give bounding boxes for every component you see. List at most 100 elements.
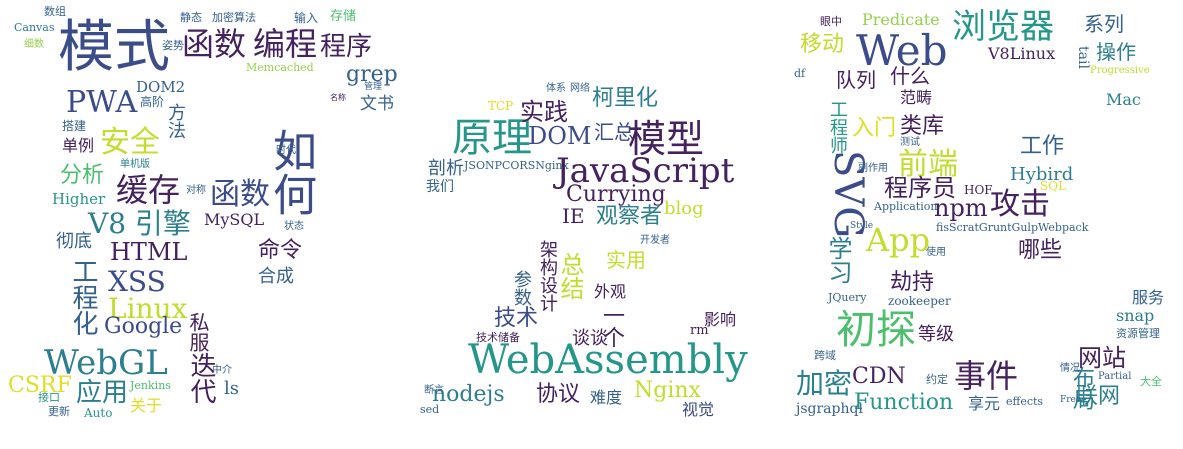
word-cloud-word: Style <box>850 221 874 231</box>
word-cloud-word: 大全 <box>1140 375 1162 388</box>
word-cloud-word: 实践 <box>520 98 568 126</box>
word-cloud-word: XSS <box>108 265 166 298</box>
word-cloud-word: 影响 <box>704 310 737 329</box>
word-cloud-word: 彻底 <box>56 231 92 252</box>
word-cloud-word: Progressive <box>1090 65 1150 76</box>
word-cloud-word: DOM2 <box>136 78 186 96</box>
word-cloud-word: JavaScript <box>556 151 735 191</box>
word-cloud-word: 剖析 <box>428 158 464 179</box>
word-cloud-word: 断言 <box>424 385 444 396</box>
word-cloud-word: 单例 <box>62 136 95 155</box>
word-cloud-word: 浏览器 <box>952 7 1054 47</box>
word-cloud-word: 网络 <box>570 83 590 94</box>
word-cloud-word: V8 引擎 <box>88 207 191 240</box>
word-cloud-word: fisScratGruntGulpWebpack <box>936 221 1089 234</box>
word-cloud-word: 实用 <box>606 248 646 272</box>
word-cloud-word: 柯里化 <box>592 86 659 111</box>
word-cloud-word: tail <box>1075 46 1091 69</box>
word-cloud-word: 应用 <box>76 378 129 408</box>
word-cloud-word: jsgraphql <box>796 401 863 417</box>
word-cloud-word: 管理 <box>364 82 383 92</box>
word-cloud-word: 操作 <box>1096 40 1136 64</box>
word-cloud-word: IE <box>562 204 585 228</box>
word-cloud-word: npm <box>934 194 988 222</box>
word-cloud-word: 视觉 <box>682 400 715 419</box>
word-cloud-word: 中介 <box>212 365 232 376</box>
word-cloud-word: 原理 <box>452 115 532 161</box>
word-cloud-word: Application <box>874 200 938 213</box>
word-cloud-word: 联网 <box>1076 384 1121 409</box>
word-cloud-word: V8Linux <box>988 44 1056 63</box>
word-cloud-word: 迭代 <box>186 352 216 404</box>
word-cloud-word: 劫持 <box>890 270 935 295</box>
word-cloud-word: DOM <box>528 122 592 150</box>
word-cloud-word: TCP <box>488 99 514 113</box>
word-cloud-word: 姿势 <box>162 39 184 52</box>
word-cloud-word: HOF <box>964 183 993 197</box>
word-cloud-word: 一个 <box>599 304 624 348</box>
word-cloud-word: 系列 <box>1084 12 1124 36</box>
word-cloud-word: Function <box>854 390 954 415</box>
word-cloud-word: 静态 <box>180 11 202 24</box>
word-cloud-word: 约定 <box>926 373 948 386</box>
word-cloud-word: 合成 <box>258 266 294 287</box>
word-cloud-word: 队列 <box>836 68 876 92</box>
word-cloud-word: Predicate <box>862 10 940 29</box>
word-cloud-word: 网站 <box>1078 344 1126 372</box>
word-cloud-word: 关于 <box>130 396 163 415</box>
word-cloud-word: 测试 <box>900 137 920 148</box>
word-cloud-word: 难度 <box>590 388 623 407</box>
word-cloud-word: 文书 <box>360 94 394 114</box>
word-cloud-word: 加密 <box>796 367 853 400</box>
word-cloud-word: 谈谈 <box>572 328 608 349</box>
word-cloud-word: 安全 <box>100 125 160 160</box>
word-cloud-word: Mac <box>1106 90 1141 109</box>
word-cloud-word: snap <box>1116 306 1155 325</box>
word-cloud-word: Linux <box>108 292 188 325</box>
word-cloud-word: 前端 <box>898 147 958 182</box>
word-cloud-word: 范畴 <box>900 88 933 107</box>
word-cloud-word: SQL <box>1040 179 1067 193</box>
word-cloud-word: 函数 <box>210 177 270 212</box>
word-cloud-word: 对称 <box>186 185 206 196</box>
word-cloud-word: 参数 <box>511 270 532 306</box>
word-cloud-word: 汇总 <box>594 120 634 144</box>
word-cloud-word: 技术储备 <box>476 331 520 344</box>
word-cloud-word: Currying <box>566 182 666 207</box>
word-cloud-word: 命令 <box>258 238 303 263</box>
word-cloud-word: 学习 <box>824 236 852 284</box>
word-cloud-word: Higher <box>52 190 106 208</box>
word-cloud-word: 名称 <box>330 93 346 102</box>
word-cloud-word: 类库 <box>900 114 945 139</box>
word-cloud-word: 眼中 <box>820 15 842 28</box>
word-cloud-word: 搭建 <box>62 119 87 133</box>
word-cloud-word: 输入 <box>294 11 319 25</box>
word-cloud-word: Partial <box>1098 371 1132 382</box>
word-cloud-word: JSONPCORSNginx <box>464 159 569 172</box>
word-cloud-word: 架构设计 <box>537 240 558 312</box>
word-cloud-word: 私服 <box>186 312 210 352</box>
word-cloud-word: zookeeper <box>888 294 951 308</box>
word-cloud-word: 函数 <box>182 25 247 63</box>
word-cloud-word: 技术 <box>494 306 539 331</box>
word-cloud-word: nodejs <box>432 382 505 407</box>
word-cloud-word: 程序 <box>320 32 373 62</box>
word-cloud-word: 我们 <box>426 179 454 195</box>
word-cloud-word: JQuery <box>828 291 867 304</box>
word-cloud-word: 加密算法 <box>212 11 256 24</box>
word-cloud-word: 哪些 <box>1018 238 1063 263</box>
word-cloud-word: CSRF <box>8 373 72 398</box>
word-cloud-word: MySQL <box>204 210 265 229</box>
word-cloud-word: effects <box>1006 395 1044 408</box>
word-cloud-word: WebAssembly <box>468 337 748 383</box>
word-cloud-word: Jenkins <box>130 379 171 392</box>
word-cloud-word: HTML <box>110 238 188 266</box>
word-cloud-word: 外观 <box>594 282 627 301</box>
word-cloud-word: Free <box>1060 395 1082 405</box>
word-cloud-word: 细数 <box>24 39 44 50</box>
word-cloud-word: 单机版 <box>120 159 150 170</box>
word-cloud-word: 开发者 <box>640 235 670 246</box>
word-cloud-word: SVG <box>825 150 871 239</box>
word-cloud-word: 观察者 <box>596 204 663 229</box>
